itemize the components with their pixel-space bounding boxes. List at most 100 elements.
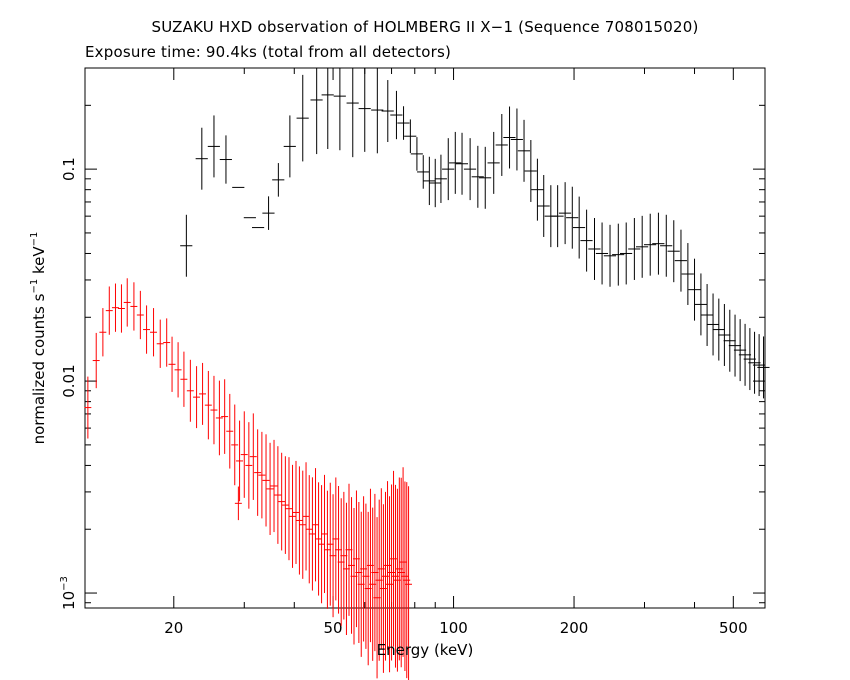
data-point <box>84 376 92 439</box>
red-spectrum-series <box>84 278 413 680</box>
y-tick-label: 0.1 <box>60 157 78 181</box>
data-point <box>397 477 405 668</box>
data-point <box>221 379 229 454</box>
data-point <box>628 218 641 280</box>
data-point <box>308 477 316 591</box>
data-point <box>371 68 384 154</box>
x-axis-ticks: 20 50 100 200 500 <box>164 68 766 637</box>
black-spectrum-series <box>180 68 770 399</box>
data-point <box>117 284 125 333</box>
data-point <box>199 362 207 425</box>
data-point <box>644 213 657 276</box>
y-axis-label-sup-1: −1 <box>29 279 40 294</box>
data-point <box>434 154 447 203</box>
data-point <box>524 140 537 202</box>
data-point <box>405 486 413 680</box>
data-point <box>757 336 770 399</box>
data-point <box>572 196 586 259</box>
data-point <box>580 209 593 272</box>
y-axis-label: normalized counts s−1 keV−1 <box>29 232 48 445</box>
data-point <box>712 298 725 361</box>
data-point <box>395 477 403 661</box>
data-point <box>111 283 119 332</box>
data-point <box>299 470 307 579</box>
data-point <box>333 68 346 151</box>
data-point <box>195 127 208 190</box>
data-point <box>321 474 328 594</box>
data-point <box>210 375 218 445</box>
data-point <box>249 413 257 500</box>
y-tick-label-sup: −3 <box>59 576 70 591</box>
y-axis-label-mid: keV <box>30 246 48 279</box>
data-point <box>143 305 151 354</box>
data-point <box>262 196 275 230</box>
data-point <box>215 380 223 456</box>
data-point <box>479 146 492 209</box>
y-tick-label-base: 10 <box>60 591 78 610</box>
y-tick-label: 0.01 <box>60 364 78 397</box>
y-tick-label: 10−3 <box>59 576 78 610</box>
data-point <box>186 359 194 422</box>
y-tick-label-base: 0.01 <box>60 364 78 397</box>
data-point <box>748 331 761 394</box>
data-point <box>180 214 193 277</box>
data-point <box>531 158 544 221</box>
data-point <box>130 282 138 331</box>
data-point <box>743 328 756 391</box>
data-point <box>558 182 572 245</box>
x-tick-label: 100 <box>439 619 468 637</box>
data-point <box>168 336 176 392</box>
data-point <box>442 138 455 201</box>
data-point <box>688 258 701 321</box>
data-point <box>254 429 262 516</box>
data-point <box>667 220 680 283</box>
data-point <box>289 464 296 568</box>
data-point <box>296 74 309 162</box>
data-point <box>510 108 523 171</box>
x-tick-label: 200 <box>560 619 589 637</box>
data-point <box>92 332 100 389</box>
data-point <box>226 393 234 469</box>
data-point <box>272 163 285 197</box>
data-point <box>240 411 248 498</box>
data-point <box>728 314 742 377</box>
data-point <box>595 222 609 285</box>
data-point <box>738 323 752 386</box>
data-point <box>219 135 232 184</box>
data-point <box>292 460 300 564</box>
data-point <box>455 132 469 195</box>
data-point <box>390 90 403 140</box>
data-point <box>449 131 462 194</box>
data-point <box>315 482 323 596</box>
data-point <box>381 80 394 142</box>
data-point <box>323 490 331 609</box>
data-point <box>310 68 323 155</box>
data-point <box>123 278 131 327</box>
data-point <box>706 293 720 356</box>
data-point <box>635 215 649 278</box>
data-point <box>399 467 407 657</box>
data-point <box>283 115 296 178</box>
data-point <box>588 218 601 280</box>
data-point <box>312 468 319 582</box>
plot-frame <box>84 67 766 609</box>
data-point <box>163 318 171 367</box>
data-point <box>99 308 107 357</box>
data-point <box>266 442 274 535</box>
data-point <box>236 420 244 502</box>
data-point <box>503 106 516 169</box>
data-point <box>537 175 550 237</box>
data-point <box>358 68 371 152</box>
data-point <box>423 156 436 206</box>
data-point <box>517 119 531 182</box>
data-point <box>417 155 430 189</box>
data-point <box>295 466 303 575</box>
data-point <box>733 319 747 382</box>
data-point <box>285 457 293 561</box>
x-tick-label: 50 <box>324 619 343 637</box>
y-axis-ticks: 0.1 0.01 10−3 <box>59 67 765 610</box>
data-point <box>136 290 144 340</box>
data-point <box>495 114 508 176</box>
data-point <box>321 68 334 149</box>
